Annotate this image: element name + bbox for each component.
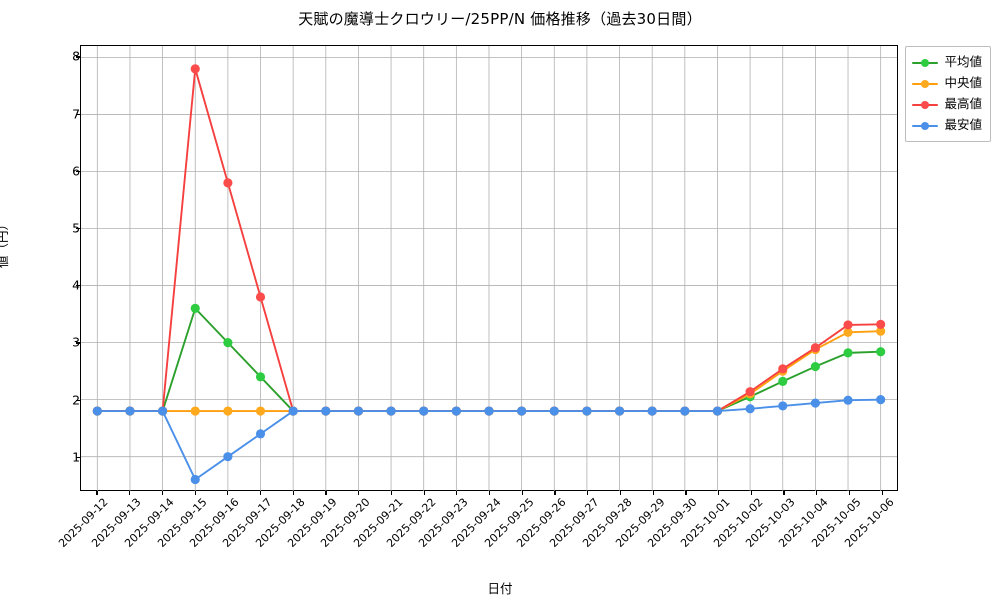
legend-item-1[interactable]: 中央値: [912, 73, 982, 94]
y-axis-label: 値（円）: [0, 217, 10, 268]
gridlines: [81, 46, 897, 491]
y-tick-mark: [76, 399, 80, 401]
y-tick-mark: [76, 456, 80, 458]
series-1: [92, 326, 886, 416]
x-tick-mark: [456, 491, 458, 495]
legend-swatch-icon: [912, 57, 939, 69]
legend-label: 中央値: [944, 75, 982, 91]
x-tick-mark: [554, 491, 556, 495]
x-tick-mark: [750, 491, 752, 495]
y-tick-mark: [76, 56, 80, 58]
x-tick-mark: [129, 491, 131, 495]
legend-item-0[interactable]: 平均値: [912, 52, 982, 73]
x-tick-mark: [292, 491, 294, 495]
x-tick-mark: [259, 491, 262, 495]
x-tick-mark: [587, 491, 589, 495]
x-tick-mark: [816, 491, 818, 495]
y-tick-mark: [76, 113, 80, 115]
y-tick-mark: [76, 170, 80, 172]
series-0: [92, 303, 886, 416]
x-tick-mark: [521, 491, 523, 495]
series-2: [92, 64, 886, 416]
x-tick-mark: [881, 491, 883, 495]
x-tick-mark: [358, 491, 360, 495]
x-tick-mark: [848, 491, 851, 495]
legend-swatch-icon: [912, 120, 939, 132]
series-3: [92, 395, 886, 485]
x-tick-mark: [227, 491, 229, 495]
x-tick-mark: [783, 491, 785, 495]
chart-legend: 平均値中央値最高値最安値: [905, 46, 991, 142]
legend-label: 最高値: [944, 96, 982, 112]
legend-swatch-icon: [912, 99, 939, 111]
legend-swatch-icon: [912, 78, 939, 90]
x-tick-mark: [96, 491, 98, 495]
legend-label: 平均値: [944, 54, 982, 70]
x-tick-mark: [390, 491, 393, 495]
x-tick-mark: [161, 491, 163, 495]
y-tick-mark: [76, 285, 80, 287]
x-tick-mark: [652, 491, 654, 495]
plot-area: [80, 45, 898, 491]
y-tick-mark: [76, 342, 80, 344]
legend-item-3[interactable]: 最安値: [912, 115, 982, 136]
x-axis-label: 日付: [487, 581, 513, 596]
x-tick-mark: [423, 491, 425, 495]
y-tick-mark: [76, 227, 80, 230]
x-tick-mark: [685, 491, 687, 495]
legend-label: 最安値: [944, 117, 982, 133]
x-tick-mark: [194, 491, 196, 495]
x-tick-mark: [619, 491, 622, 495]
data-series-layer: [92, 64, 886, 485]
x-tick-mark: [489, 491, 491, 495]
chart-title: 天賦の魔導士クロウリー/25PP/N 価格推移（過去30日間）: [298, 10, 702, 28]
x-tick-mark: [718, 491, 720, 495]
x-tick-mark: [325, 491, 327, 495]
legend-item-2[interactable]: 最高値: [912, 94, 982, 115]
